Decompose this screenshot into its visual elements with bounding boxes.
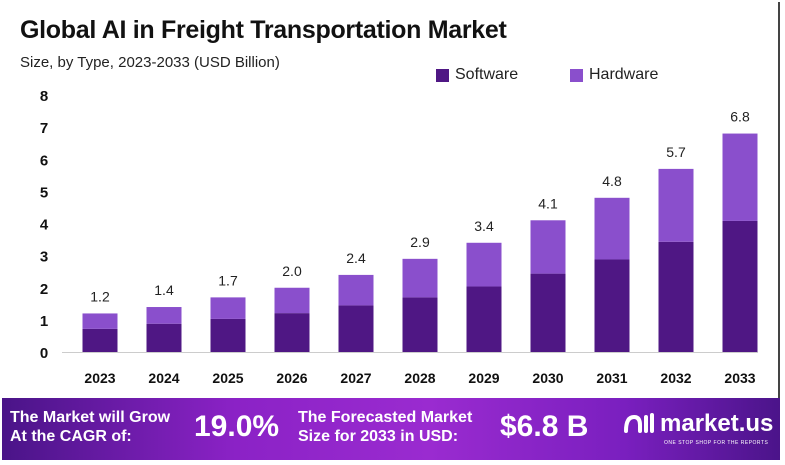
- chart-title: Global AI in Freight Transportation Mark…: [20, 16, 507, 44]
- bar-hardware-2025: [210, 297, 246, 319]
- forecast-text-line2: Size for 2033 in USD:: [298, 428, 459, 445]
- total-label-2031: 4.8: [602, 173, 622, 189]
- forecast-text: The Forecasted Market Size for 2033 in U…: [298, 408, 472, 446]
- bar-software-2030: [530, 273, 566, 352]
- y-tick-label: 8: [40, 88, 48, 105]
- x-tick-label: 2032: [660, 370, 691, 386]
- total-label-2024: 1.4: [154, 282, 174, 298]
- cagr-text-line1: The Market will Grow: [10, 409, 171, 426]
- x-tick-label: 2029: [468, 370, 499, 386]
- bar-software-2023: [82, 328, 118, 352]
- legend-item-hardware: Hardware: [570, 66, 658, 84]
- forecast-value: $6.8 B: [500, 410, 589, 443]
- y-tick-label: 6: [40, 152, 48, 169]
- cagr-text: The Market will Grow At the CAGR of:: [10, 408, 170, 446]
- y-tick-label: 0: [40, 345, 48, 362]
- legend-item-software: Software: [436, 66, 518, 84]
- x-tick-label: 2026: [276, 370, 307, 386]
- chart-frame: [2, 2, 780, 398]
- brand-name: market.us: [660, 410, 774, 437]
- x-tick-label: 2025: [212, 370, 243, 386]
- x-tick-label: 2033: [724, 370, 755, 386]
- total-label-2029: 3.4: [474, 218, 494, 234]
- legend-label-software: Software: [455, 66, 519, 83]
- bar-hardware-2032: [658, 168, 694, 242]
- bar-software-2029: [466, 286, 502, 352]
- bar-hardware-2030: [530, 220, 566, 274]
- y-tick-label: 3: [40, 249, 48, 266]
- total-label-2025: 1.7: [218, 272, 238, 288]
- legend-swatch-software: [436, 68, 449, 82]
- bar-software-2031: [594, 259, 630, 352]
- x-tick-label: 2030: [532, 370, 563, 386]
- bar-hardware-2028: [402, 258, 438, 298]
- bar-hardware-2031: [594, 197, 630, 260]
- y-tick-label: 5: [40, 184, 48, 201]
- x-tick-label: 2028: [404, 370, 435, 386]
- bar-hardware-2033: [722, 133, 758, 221]
- total-label-2033: 6.8: [730, 109, 750, 125]
- bar-hardware-2026: [274, 287, 310, 314]
- bar-software-2032: [658, 241, 694, 352]
- total-label-2028: 2.9: [410, 234, 430, 250]
- bar-software-2026: [274, 313, 310, 352]
- bar-software-2025: [210, 318, 246, 352]
- x-tick-label: 2027: [340, 370, 371, 386]
- forecast-text-line1: The Forecasted Market: [298, 409, 473, 426]
- bar-software-2024: [146, 323, 182, 352]
- y-tick-label: 1: [40, 313, 48, 330]
- x-tick-label: 2024: [148, 370, 179, 386]
- total-label-2027: 2.4: [346, 250, 366, 266]
- bar-hardware-2023: [82, 313, 118, 329]
- x-tick-label: 2023: [84, 370, 115, 386]
- chart-subtitle: Size, by Type, 2023-2033 (USD Billion): [20, 54, 280, 71]
- cagr-value: 19.0%: [194, 410, 280, 443]
- bar-software-2033: [722, 220, 758, 352]
- total-label-2023: 1.2: [90, 288, 110, 304]
- total-label-2030: 4.1: [538, 195, 558, 211]
- cagr-text-line2: At the CAGR of:: [10, 428, 132, 445]
- summary-banner: The Market will Grow At the CAGR of: 19.…: [2, 398, 780, 460]
- x-tick-label: 2031: [596, 370, 627, 386]
- y-tick-label: 4: [40, 217, 49, 234]
- total-label-2026: 2.0: [282, 263, 302, 279]
- bar-hardware-2029: [466, 242, 502, 287]
- y-tick-label: 2: [40, 281, 48, 298]
- total-label-2032: 5.7: [666, 144, 686, 160]
- y-tick-label: 7: [40, 120, 48, 137]
- legend-swatch-hardware: [570, 68, 583, 82]
- bar-hardware-2024: [146, 307, 182, 324]
- bar-hardware-2027: [338, 274, 374, 306]
- market-us-logo-icon: [624, 413, 654, 433]
- brand-tagline: ONE STOP SHOP FOR THE REPORTS: [664, 440, 769, 446]
- bar-software-2027: [338, 305, 374, 352]
- bar-software-2028: [402, 297, 438, 352]
- market-us-logo: market.us ONE STOP SHOP FOR THE REPORTS: [622, 410, 774, 446]
- bar-chart: 0 1 2 3 4 5 6 7 8 1.2 2023 1.4 2024 1.7 2025 2.0 2026 2.4…: [40, 88, 758, 386]
- legend-label-hardware: Hardware: [589, 66, 659, 83]
